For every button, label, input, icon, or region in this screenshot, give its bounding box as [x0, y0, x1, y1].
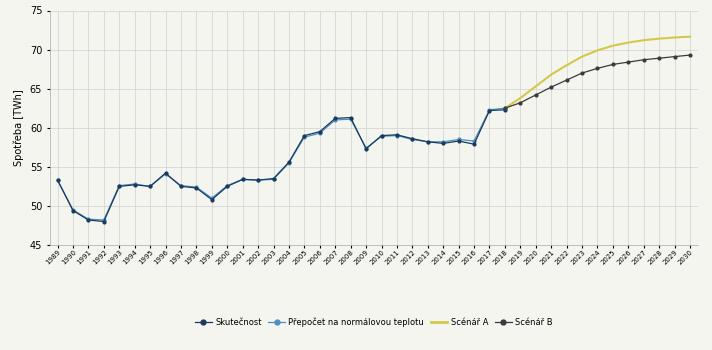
Y-axis label: Spotřeba [TWh]: Spotřeba [TWh]	[14, 89, 24, 166]
Legend: Skutečnost, Přepočet na normálovou teplotu, Scénář A, Scénář B: Skutečnost, Přepočet na normálovou teplo…	[192, 314, 556, 330]
